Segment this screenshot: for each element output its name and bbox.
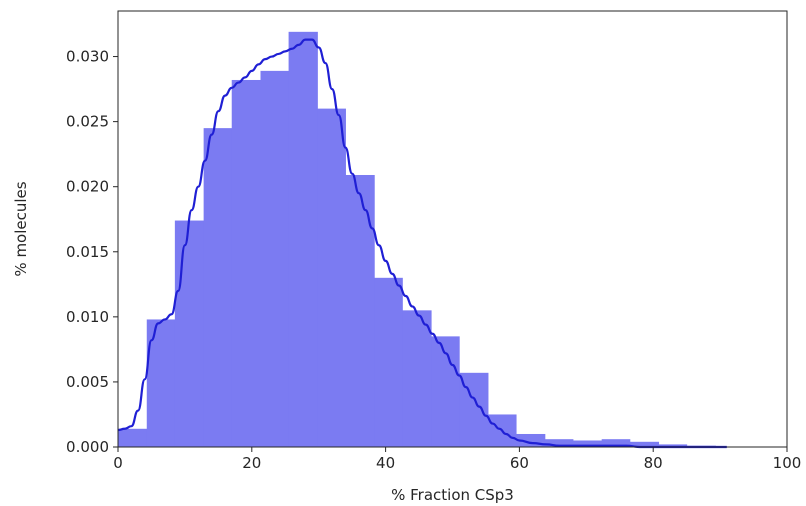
y-tick-label: 0.025: [66, 113, 109, 131]
x-tick-label: 100: [773, 454, 802, 472]
x-tick-label: 20: [242, 454, 261, 472]
x-axis-ticks: 0 20 40 60 80 100: [113, 447, 801, 472]
histogram-bar: [118, 428, 148, 447]
histogram-bar: [402, 310, 432, 447]
plot-frame: [117, 10, 788, 448]
y-tick-label: 0.000: [66, 438, 109, 456]
y-tick-label: 0.010: [66, 308, 109, 326]
histogram-bar: [260, 70, 290, 448]
histogram-bar: [544, 439, 574, 447]
histogram-bar: [174, 220, 205, 447]
histogram-bar: [374, 277, 403, 447]
histogram-bar: [431, 336, 460, 447]
y-axis-label: % molecules: [12, 181, 30, 276]
x-axis-label: % Fraction CSp3: [391, 486, 514, 504]
histogram-bar: [146, 319, 176, 447]
y-tick-label: 0.005: [66, 373, 109, 391]
histogram-bar: [629, 441, 660, 447]
histogram-bar: [317, 108, 346, 447]
y-tick-label: 0.015: [66, 243, 109, 261]
x-tick-label: 0: [113, 454, 123, 472]
histogram-bar: [231, 79, 261, 448]
x-tick-label: 80: [644, 454, 663, 472]
histogram-bar: [345, 174, 375, 448]
x-tick-label: 60: [510, 454, 529, 472]
y-axis-ticks: 0.000 0.005 0.010 0.015 0.020 0.025 0.030: [66, 48, 118, 456]
x-tick-label: 40: [376, 454, 395, 472]
histogram-bar: [572, 440, 603, 447]
kde-curve: [117, 38, 727, 449]
histogram-bar: [601, 439, 631, 447]
histogram-bar: [658, 444, 688, 447]
y-tick-label: 0.030: [66, 48, 109, 66]
histogram-bar: [288, 31, 318, 447]
y-tick-label: 0.020: [66, 178, 109, 196]
histogram-bars: [118, 31, 716, 448]
histogram-bar: [203, 128, 233, 447]
